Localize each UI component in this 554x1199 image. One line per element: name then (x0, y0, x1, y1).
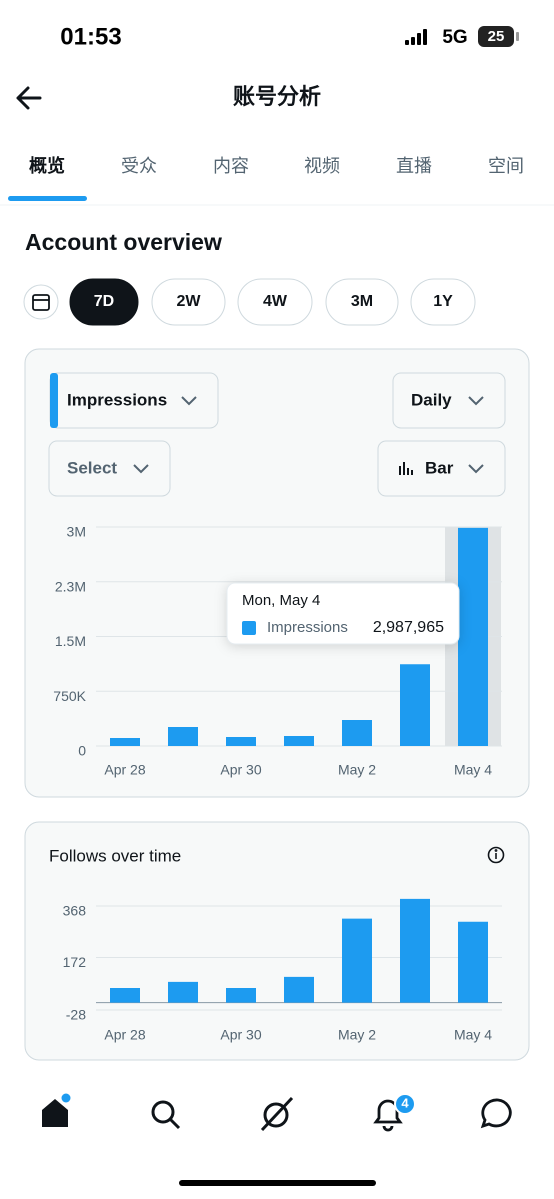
bar (168, 727, 198, 746)
select-label: Select (67, 458, 117, 477)
battery (478, 26, 514, 47)
tooltip-title: Mon, May 4 (242, 592, 320, 609)
period-button[interactable] (237, 278, 313, 326)
x-tick-label: May 4 (454, 762, 492, 778)
bar (284, 976, 314, 1003)
x-tick-label: May 4 (454, 1027, 492, 1043)
bar (110, 987, 140, 1003)
chart-type-label: Bar (425, 458, 454, 477)
y-tick-label: 3M (67, 524, 86, 540)
chevron (133, 464, 149, 474)
chevron (468, 464, 484, 474)
y-tick-label: 750K (53, 688, 86, 704)
tab[interactable]: 受众 (121, 156, 157, 176)
badge-count: 4 (401, 1095, 409, 1110)
bar-icon (399, 462, 413, 475)
period-label: 3M (351, 293, 373, 310)
signal-icon (405, 29, 427, 45)
bar (226, 737, 256, 746)
tab[interactable]: 视频 (304, 156, 340, 176)
chevron (468, 396, 484, 406)
info-icon[interactable] (487, 846, 505, 864)
tooltip-series: Impressions (267, 619, 348, 636)
interval-label: Daily (411, 390, 452, 409)
back-button[interactable] (16, 86, 42, 110)
y-tick-label: 368 (63, 903, 87, 919)
bottom-nav: 4 (42, 1093, 512, 1132)
period-button[interactable] (69, 278, 139, 326)
bar (342, 918, 372, 1003)
x-tick-label: May 2 (338, 762, 376, 778)
header-title: 账号分析 (233, 84, 321, 109)
bar (342, 720, 372, 746)
section-title: Account overview (25, 229, 222, 255)
metric-color (50, 373, 58, 428)
x-tick-label: Apr 30 (220, 1027, 261, 1043)
tab[interactable]: 概览 (29, 155, 65, 176)
battery-tip (516, 32, 519, 41)
period-label: 4W (263, 293, 288, 310)
y-tick-label: 2.3M (55, 578, 86, 594)
bar (110, 737, 140, 746)
grok-icon[interactable] (260, 1096, 294, 1132)
period-button[interactable] (151, 278, 226, 326)
tooltip-value: 2,987,965 (373, 619, 444, 636)
tab[interactable]: 内容 (213, 156, 249, 176)
home-dot (61, 1093, 71, 1103)
messages-icon[interactable] (480, 1098, 512, 1129)
bar (284, 735, 314, 746)
battery-level: 25 (488, 28, 505, 45)
bar (168, 981, 198, 1003)
x-tick-label: Apr 30 (220, 762, 261, 778)
chart: -28 172 368 Apr 28 Apr 30 May 2 May 4 (63, 898, 502, 1043)
x-tick-label: Apr 28 (104, 762, 145, 778)
bar (226, 987, 256, 1003)
badge (394, 1093, 416, 1115)
tab[interactable]: 空间 (488, 156, 524, 176)
period-label: 7D (94, 293, 114, 310)
metric-label: Impressions (67, 390, 167, 409)
y-tick-label: -28 (66, 1007, 86, 1023)
status-time: 01:53 (60, 23, 121, 50)
chevron (181, 396, 197, 406)
home-icon[interactable] (42, 1099, 68, 1127)
tooltip-swatch (242, 621, 256, 635)
y-tick-label: 1.5M (55, 633, 86, 649)
period-label: 1Y (433, 293, 453, 310)
tooltip (226, 582, 460, 645)
bar (400, 664, 430, 746)
calendar-button[interactable] (23, 284, 59, 320)
bar (400, 898, 430, 1003)
y-tick-label: 172 (63, 954, 87, 970)
home-indicator (179, 1180, 376, 1186)
tab-bar: 概览 受众 内容 视频 直播 空间 (29, 155, 524, 176)
period-label: 2W (177, 293, 202, 310)
x-tick-label: Apr 28 (104, 1027, 145, 1043)
chart-title: Follows over time (49, 846, 181, 865)
period-button[interactable] (325, 278, 399, 326)
status-network: 5G (442, 27, 467, 48)
calendar-icon (32, 294, 50, 311)
search-icon[interactable] (151, 1100, 181, 1130)
x-tick-label: May 2 (338, 1027, 376, 1043)
y-tick-label: 0 (78, 743, 86, 759)
tab[interactable]: 直播 (396, 156, 432, 176)
period-button[interactable] (410, 278, 476, 326)
interval-dropdown[interactable] (392, 372, 506, 429)
chart-type-dropdown[interactable] (377, 440, 506, 497)
chart: 0 750K 1.5M 2.3M 3M Apr 28 Apr 30 May 2 May 4 Mon… (53, 524, 502, 778)
period-selector: 7D 2W 4W 3M 1Y (69, 278, 476, 326)
select-dropdown[interactable] (48, 440, 171, 497)
tab-indicator (8, 196, 87, 201)
bar (458, 921, 488, 1003)
bar (458, 527, 488, 746)
